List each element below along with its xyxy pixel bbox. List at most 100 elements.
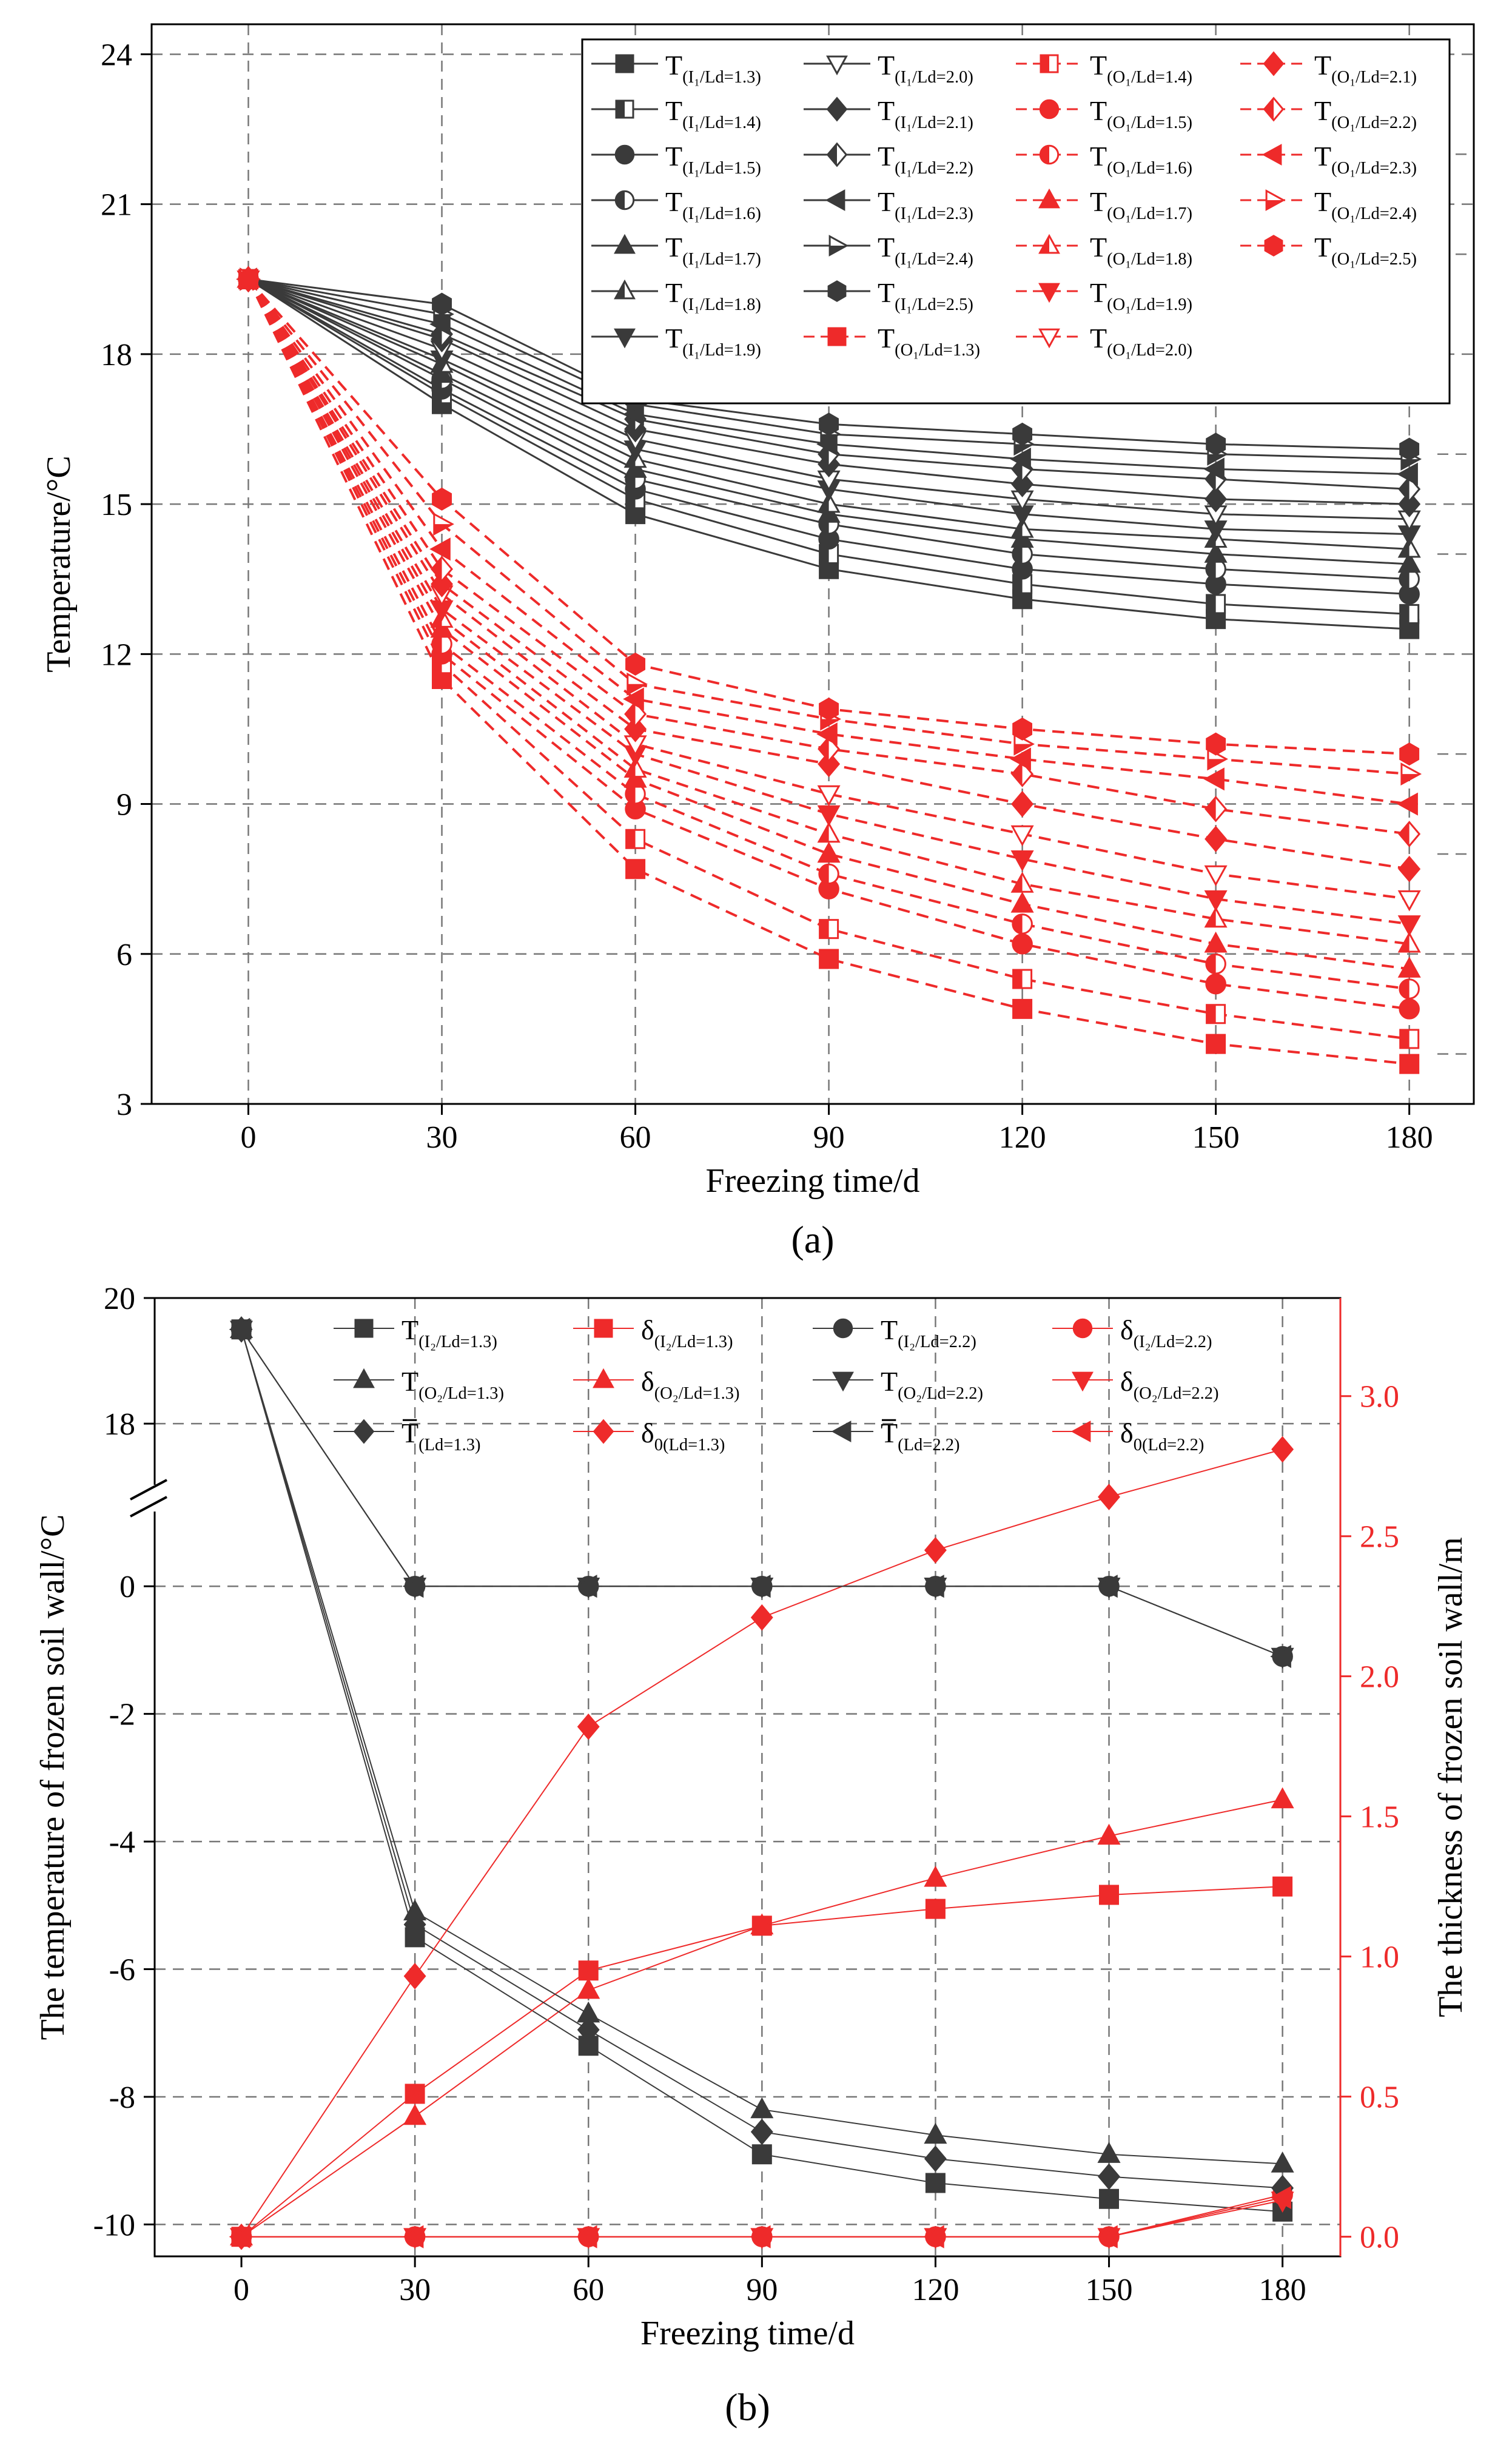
data-point-a (432, 487, 452, 511)
legend-label-a-main: T (878, 277, 895, 308)
legend-label-b-main: T (402, 1366, 418, 1397)
data-point-a-shape (1011, 790, 1034, 818)
ticks-b: 0 30 60 90 120 150 180 -10 -8 -6 -4 -2 0 18 20 0.0 0.5 1.… (93, 1282, 1399, 2307)
data-point-a-half (625, 448, 636, 467)
data-point-a-half (819, 920, 829, 938)
data-point-a (1399, 1054, 1420, 1074)
data-point-a-half (1399, 933, 1410, 952)
data-point-a-half (1012, 873, 1023, 892)
legend-label-a-sub: (O₁/Ld=1.5) (1107, 113, 1192, 132)
data-point-b (1098, 1484, 1120, 1510)
tick-label-y2-b: 2.0 (1360, 1660, 1399, 1695)
legend-label-a-sub: (O₁/Ld=2.0) (1107, 341, 1192, 360)
plot-frame-a (150, 23, 1475, 1105)
data-point-a-shape (1012, 933, 1033, 955)
legend-marker-a-half (1266, 200, 1284, 210)
legend-marker-b (593, 1368, 614, 1388)
data-point-a (1398, 491, 1421, 517)
data-point-a (1012, 933, 1033, 955)
data-point-a-shape (1397, 957, 1421, 978)
data-point-a-half (1400, 605, 1410, 624)
data-point-a-half (434, 524, 452, 534)
data-point-a (1397, 536, 1421, 558)
legend-label-a-main: T (878, 95, 895, 126)
legend-label-a-main: T (878, 186, 895, 217)
data-point-a (1012, 913, 1033, 935)
legend-label-b-main: δ (641, 1314, 654, 1345)
legend-label-a-main: T (878, 141, 895, 172)
legend-marker-a-shape (826, 96, 848, 122)
legend-label-a-sub: (O₁/Ld=1.7) (1107, 204, 1192, 223)
legend-label-a-main: T (878, 50, 895, 81)
legend-label-a-main: T (1314, 186, 1331, 217)
data-point-a-half (626, 830, 636, 849)
data-point-a-half (432, 557, 442, 581)
data-point-b-shape (405, 2083, 425, 2104)
data-point-a-half (1399, 979, 1410, 999)
data-point-b (923, 1575, 944, 1598)
tick-label-y-b: 18 (104, 1407, 135, 1442)
legend-label-a-main: T (1090, 95, 1107, 126)
legend-marker-a (1040, 54, 1059, 73)
legend-marker-b (593, 1419, 614, 1444)
series-b-5 (229, 1787, 1294, 2245)
data-point-a-half (1399, 477, 1410, 501)
series-a-21 (237, 266, 1421, 883)
data-point-b-shape (924, 1865, 947, 1887)
data-point-a-half (1012, 519, 1023, 537)
legend-marker-a (1265, 189, 1286, 211)
data-point-a-half (819, 864, 829, 884)
data-point-b-shape (749, 2225, 771, 2248)
tick-label-y2-b: 2.5 (1360, 1520, 1399, 1555)
tick-label-y-a: 6 (116, 938, 132, 972)
data-point-b-shape (1097, 2225, 1118, 2248)
data-point-a-half (1206, 797, 1216, 821)
data-point-a-half (819, 545, 829, 563)
legend-label-a-sub: (I₁/Ld=2.5) (895, 295, 973, 314)
data-point-a-half (819, 823, 829, 842)
data-point-a (1012, 717, 1032, 741)
data-point-a-shape (1397, 915, 1421, 937)
data-point-a-half (1400, 1029, 1410, 1048)
legend-marker-a (614, 190, 635, 210)
data-point-a (1398, 821, 1421, 847)
legend-label-a-main: T (1090, 186, 1107, 217)
legend-label-a: T(I₁/Ld=2.2) (878, 141, 973, 178)
data-point-a-shape (1398, 491, 1421, 517)
legend-marker-a (827, 280, 847, 302)
legend-label-b: δ(I₂/Ld=1.3) (641, 1314, 733, 1351)
legend-marker-b-shape (831, 1421, 852, 1442)
data-point-b (576, 1575, 597, 1598)
tick-label-x-a: 0 (241, 1120, 257, 1155)
legend-label-a: T(I₁/Ld=1.7) (665, 232, 761, 269)
legend-label-a-sub: (O₁/Ld=2.5) (1331, 250, 1417, 269)
tick-label-y-a: 21 (101, 188, 132, 223)
legend-marker-a-half (616, 191, 625, 209)
data-point-a (1205, 558, 1226, 580)
data-point-a (432, 292, 452, 316)
data-point-b (1099, 2188, 1119, 2209)
data-point-b-shape (924, 1536, 947, 1564)
data-point-a-shape (817, 841, 841, 863)
data-point-b-shape (1097, 1575, 1118, 1598)
data-point-a-shape (1398, 855, 1421, 883)
legend-label-b-main: T (881, 1314, 898, 1345)
data-point-a (625, 829, 646, 849)
legend-label-b-sub: 0(Ld=1.3) (654, 1436, 725, 1455)
data-point-a (1205, 826, 1228, 853)
legend-label-b: T(I₂/Ld=1.3) (402, 1314, 497, 1351)
legend-marker-b-shape (353, 1368, 375, 1388)
legend-marker-b-shape (593, 1368, 614, 1388)
data-point-a (1399, 437, 1420, 461)
data-point-b-shape (1097, 1823, 1121, 1845)
legend-marker-b (1072, 1318, 1093, 1339)
legend-label-a: T(O₁/Ld=1.8) (1090, 232, 1192, 269)
data-point-a-shape (1397, 551, 1421, 573)
data-point-a-shape (432, 292, 452, 316)
data-point-a-shape (238, 267, 258, 291)
tick-label-y2-b: 1.0 (1360, 1940, 1399, 1975)
data-point-a-shape (1397, 890, 1421, 912)
data-point-a (1010, 747, 1031, 771)
data-point-b-shape (750, 1604, 773, 1631)
data-point-a (817, 491, 841, 513)
